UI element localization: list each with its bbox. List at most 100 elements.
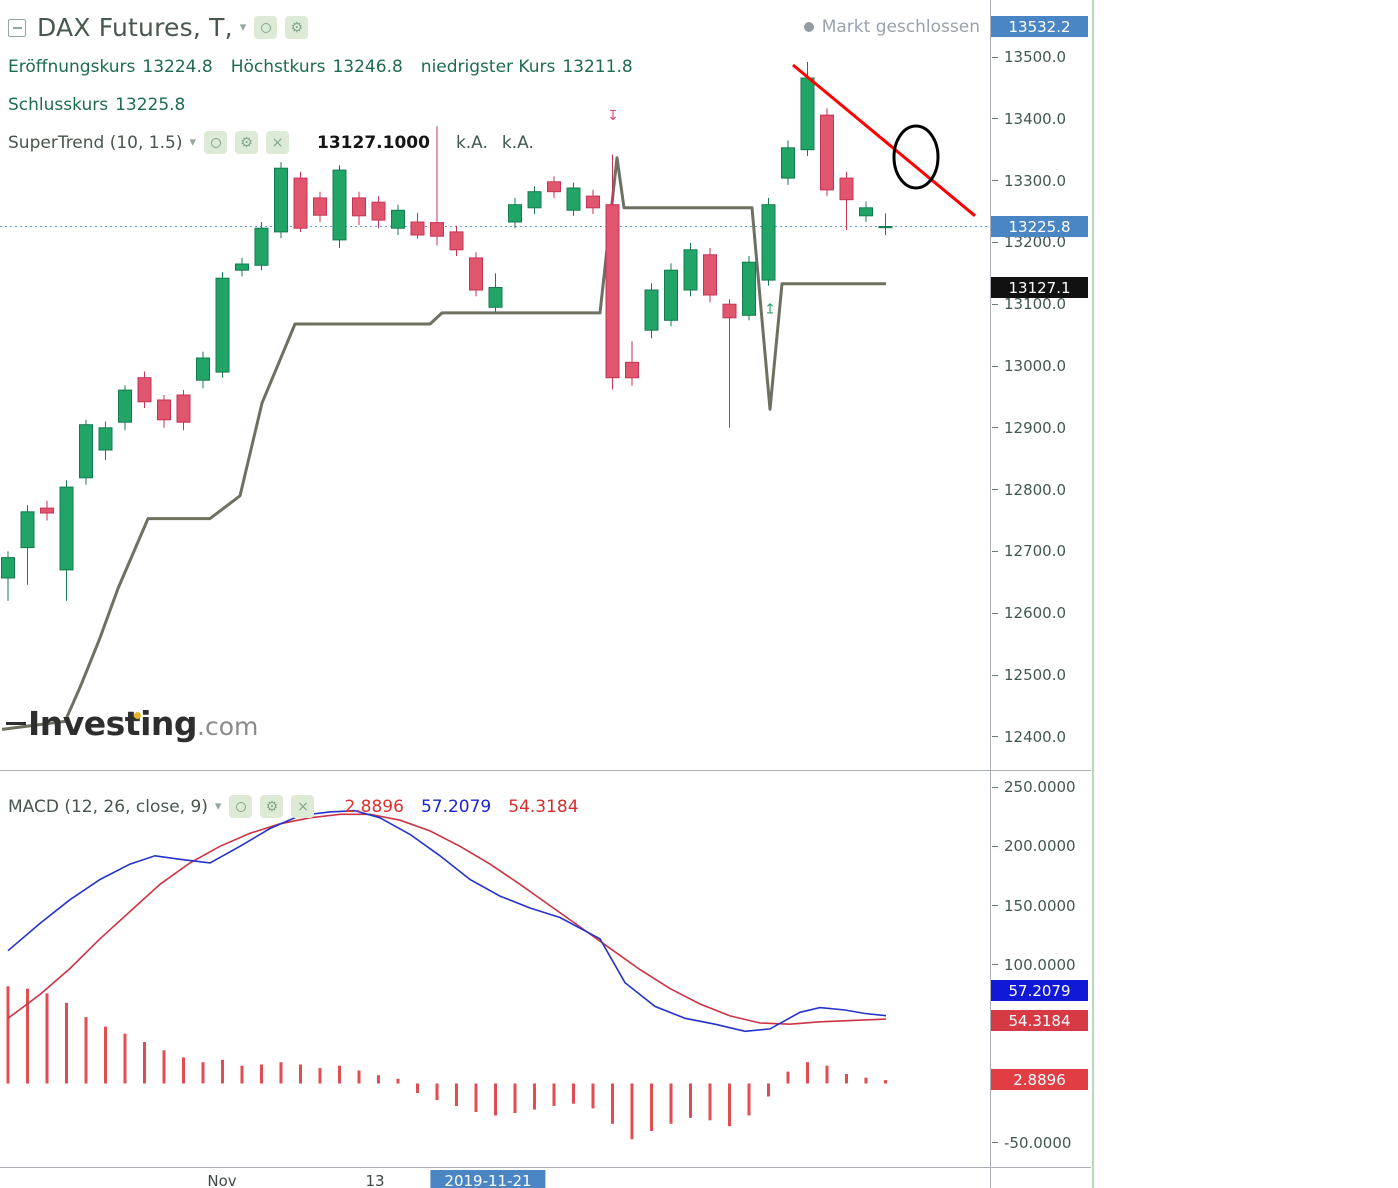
macd-signal-value: 54.3184	[508, 796, 579, 817]
logo-brand-text: Investing	[28, 704, 198, 743]
price-tick: 12800.0	[992, 481, 1066, 499]
candle[interactable]	[703, 248, 717, 303]
candle[interactable]	[839, 171, 854, 230]
candle[interactable]	[196, 351, 210, 389]
alert-price-tag: 13532.2	[991, 16, 1088, 37]
candle[interactable]	[644, 283, 659, 339]
candle[interactable]	[371, 196, 386, 229]
supertrend-value: 13127.1000	[317, 132, 430, 153]
candle[interactable]	[59, 480, 74, 601]
supertrend-row: SuperTrend (10, 1.5) ▾ ⚙ × 13127.1000 k.…	[8, 131, 534, 154]
macd-line-value: 57.2079	[420, 796, 492, 817]
candle[interactable]	[293, 171, 308, 232]
supertrend-buy-marker: ↥	[764, 302, 776, 318]
candle[interactable]	[98, 421, 113, 460]
close-label: Schlusskurs	[8, 95, 109, 115]
price-chart-canvas[interactable]: ↧↥	[0, 0, 990, 770]
market-status: Markt geschlossen	[600, 17, 980, 37]
chevron-down-icon[interactable]: ▾	[239, 20, 247, 35]
price-tick: 12900.0	[992, 419, 1066, 437]
candle[interactable]	[566, 182, 581, 216]
candle[interactable]	[527, 186, 542, 214]
logo-line	[6, 722, 26, 725]
circle-icon	[210, 137, 221, 148]
candle[interactable]	[215, 272, 230, 378]
candle[interactable]	[274, 162, 288, 239]
candle[interactable]	[508, 197, 522, 229]
candle[interactable]	[391, 204, 405, 235]
chevron-down-icon[interactable]: ▾	[214, 799, 222, 814]
candle[interactable]	[547, 176, 561, 198]
right-edge-strip	[1092, 0, 1094, 1188]
price-tick: 13000.0	[992, 357, 1066, 375]
candle[interactable]	[430, 126, 444, 246]
price-tick: 12400.0	[992, 728, 1066, 746]
supertrend-line	[1, 156, 886, 731]
price-tick: 12700.0	[992, 542, 1066, 560]
chevron-down-icon[interactable]: ▾	[189, 135, 197, 150]
candle[interactable]	[157, 395, 171, 428]
price-tick: 12600.0	[992, 604, 1066, 622]
symbol-title[interactable]: DAX Futures, T,	[37, 13, 233, 42]
candle[interactable]	[352, 191, 366, 226]
candle[interactable]	[40, 500, 54, 521]
settings-gear-icon[interactable]: ⚙	[235, 131, 259, 154]
chart-title-row: DAX Futures, T, ▾ ⚙	[8, 13, 309, 42]
low-label: niedrigster Kurs	[420, 57, 556, 77]
macd-tick: 250.0000	[992, 778, 1076, 796]
candle[interactable]	[118, 385, 132, 431]
supertrend-label[interactable]: SuperTrend (10, 1.5)	[8, 132, 183, 153]
candle[interactable]	[313, 191, 327, 222]
candle[interactable]	[20, 505, 35, 585]
candle[interactable]	[664, 263, 678, 327]
candle[interactable]	[722, 299, 737, 428]
ohlc-row: Eröffnungskurs 13224.8 Höchstkurs 13246.…	[8, 57, 651, 77]
candle[interactable]	[859, 201, 873, 222]
close-icon[interactable]: ×	[291, 795, 315, 818]
candle[interactable]	[449, 225, 464, 256]
histogram-value-tag: 2.8896	[991, 1069, 1088, 1090]
candle[interactable]	[332, 165, 347, 248]
candle[interactable]	[1, 551, 15, 601]
candle[interactable]	[176, 390, 191, 431]
candle[interactable]	[254, 222, 269, 271]
candle[interactable]	[586, 189, 600, 214]
candle[interactable]	[742, 256, 756, 321]
candle[interactable]	[683, 243, 698, 297]
candle[interactable]	[781, 140, 795, 185]
macd-tick: 200.0000	[992, 837, 1076, 855]
price-tick: 13300.0	[992, 172, 1066, 190]
supertrend-extra-2: k.A.	[501, 132, 534, 153]
bottom-axis-divider	[0, 1167, 1091, 1168]
candle[interactable]	[469, 252, 483, 297]
open-label: Eröffnungskurs	[8, 57, 136, 77]
ellipse-annotation[interactable]	[892, 124, 940, 190]
candle[interactable]	[79, 419, 93, 485]
candle[interactable]	[761, 197, 776, 286]
candle[interactable]	[820, 108, 834, 197]
macd-label[interactable]: MACD (12, 26, close, 9)	[8, 796, 208, 817]
macd-chart-canvas[interactable]	[0, 771, 990, 1167]
visibility-icon[interactable]	[204, 131, 228, 154]
candle[interactable]	[410, 212, 425, 239]
close-row: Schlusskurs 13225.8	[8, 95, 203, 115]
candle[interactable]	[235, 257, 249, 277]
price-tick: 13200.0	[992, 233, 1066, 251]
visibility-icon[interactable]	[254, 16, 278, 39]
macd-tick: 100.0000	[992, 956, 1076, 974]
candle[interactable]	[625, 341, 639, 386]
candle[interactable]	[605, 154, 620, 390]
price-tick: 13400.0	[992, 110, 1066, 128]
candle[interactable]	[137, 371, 152, 408]
drawn-trendline[interactable]	[792, 63, 976, 217]
supertrend-extra-1: k.A.	[455, 132, 488, 153]
candle[interactable]	[878, 213, 893, 236]
candle[interactable]	[488, 273, 503, 312]
collapse-panel-icon[interactable]	[8, 18, 26, 37]
visibility-icon[interactable]	[229, 795, 253, 818]
close-icon[interactable]: ×	[266, 131, 290, 154]
settings-gear-icon[interactable]: ⚙	[260, 795, 284, 818]
settings-gear-icon[interactable]: ⚙	[285, 16, 309, 39]
supertrend-price-tag: 13127.1	[991, 277, 1088, 298]
macd-main-line	[7, 809, 887, 1033]
